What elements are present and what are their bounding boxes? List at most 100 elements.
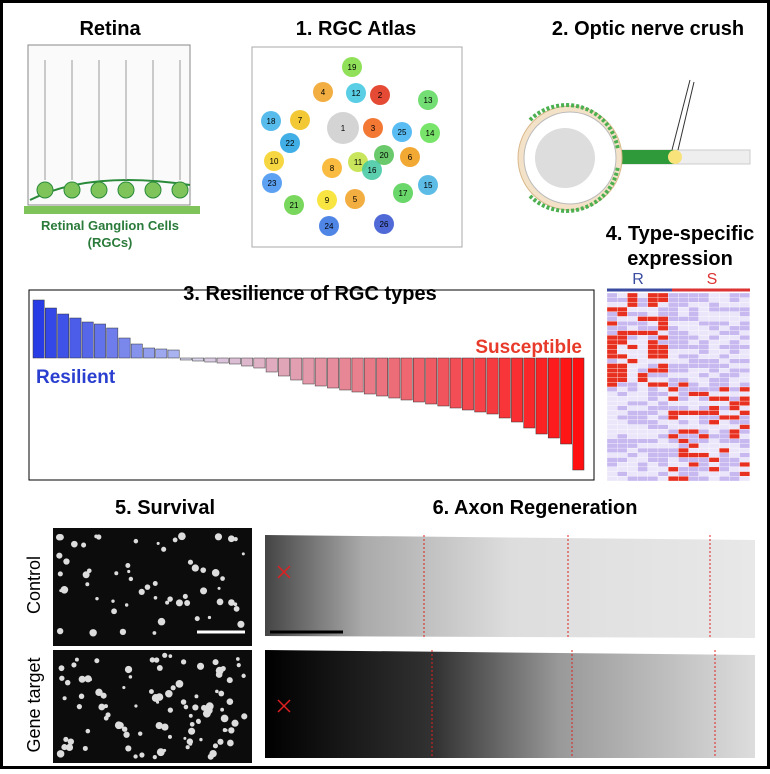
heat-cell	[729, 471, 740, 477]
heat-cell	[719, 410, 730, 416]
cell	[127, 569, 131, 574]
cluster-label: 5	[353, 195, 358, 204]
heat-cell	[647, 471, 659, 477]
heat-cell	[698, 466, 710, 472]
heat-cell	[719, 443, 730, 449]
cell	[57, 571, 63, 577]
cell	[57, 534, 64, 541]
heat-cell	[617, 447, 628, 453]
heat-cell	[688, 400, 699, 406]
heat-cell	[657, 476, 669, 482]
cell	[233, 536, 238, 542]
cell	[165, 689, 173, 698]
heat-cell	[668, 353, 679, 359]
heat-cell	[729, 405, 740, 411]
cell	[82, 745, 88, 751]
heat-cell	[647, 306, 659, 312]
heat-cell	[698, 344, 710, 350]
heat-cell	[627, 292, 638, 298]
heat-cell	[657, 471, 669, 477]
heat-cell	[617, 443, 628, 449]
heat-cell	[606, 377, 618, 383]
neuron	[90, 181, 108, 199]
heat-cell	[698, 396, 710, 402]
cell	[172, 537, 178, 543]
bar	[216, 357, 229, 364]
heat-cell	[688, 368, 699, 374]
heat-cell	[647, 447, 659, 453]
cluster-label: 26	[380, 220, 389, 229]
heat-cell	[739, 311, 750, 317]
cell	[199, 737, 203, 742]
heat-cell	[617, 330, 628, 336]
heat-cell	[647, 372, 659, 378]
cluster-label: 8	[330, 164, 335, 173]
heat-cell	[729, 452, 740, 458]
heat-cell	[698, 358, 710, 364]
heat-cell	[617, 400, 628, 406]
crush-mark	[277, 565, 291, 579]
cluster	[345, 189, 365, 209]
heat-cell	[719, 297, 730, 303]
heat-cell	[719, 405, 730, 411]
cell	[183, 704, 189, 710]
cell	[82, 571, 90, 579]
cell	[216, 598, 224, 606]
cell	[192, 704, 199, 711]
heat-cell	[668, 363, 679, 369]
bar	[167, 349, 180, 359]
heat-cell	[657, 405, 669, 411]
cluster-label: 17	[399, 189, 408, 198]
heat-cell	[729, 292, 740, 298]
heat-cell	[678, 433, 689, 439]
heat-cell	[647, 297, 659, 303]
heat-cell	[678, 306, 689, 312]
cell	[167, 707, 174, 713]
heat-cell	[606, 330, 618, 336]
heat-cell	[668, 447, 679, 453]
heat-cell	[627, 335, 638, 341]
cluster-label: 11	[354, 158, 363, 167]
heat-cell	[627, 438, 638, 444]
heat-cell	[739, 363, 750, 369]
heat-cell	[698, 306, 710, 312]
heat-cell	[729, 466, 740, 472]
bar	[547, 357, 560, 439]
heat-cell	[678, 344, 689, 350]
heat-cell	[739, 419, 750, 425]
heat-cell	[708, 457, 720, 463]
heat-cell	[698, 415, 710, 421]
cluster	[393, 183, 413, 203]
heat-cell	[678, 330, 689, 336]
heat-cell	[668, 410, 679, 416]
cell	[156, 665, 163, 671]
heat-cell	[637, 476, 648, 482]
heat-cell	[617, 410, 628, 416]
heat-cell	[637, 363, 648, 369]
heat-cell	[719, 457, 730, 463]
heat-cell	[617, 438, 628, 444]
cell	[195, 718, 201, 724]
cell	[180, 699, 187, 705]
heat-cell	[678, 372, 689, 378]
heat-cell	[708, 429, 720, 435]
heat-cell	[678, 466, 689, 472]
heat-cell	[719, 433, 730, 439]
cell	[63, 736, 69, 743]
heat-cell	[657, 344, 669, 350]
heat-cell	[657, 377, 669, 383]
heat-cell	[657, 316, 669, 322]
heat-cell	[627, 476, 638, 482]
heat-cell	[647, 368, 659, 374]
cell	[124, 665, 133, 674]
cell	[183, 736, 187, 740]
heat-cell	[647, 424, 659, 430]
heat-cell	[657, 391, 669, 397]
cell	[200, 567, 207, 574]
heat-cell	[617, 471, 628, 477]
heat-cell	[637, 457, 648, 463]
heat-cell	[739, 457, 750, 463]
heat-cell	[739, 339, 750, 345]
heat-cell	[606, 457, 618, 463]
heat-cell	[698, 321, 710, 327]
